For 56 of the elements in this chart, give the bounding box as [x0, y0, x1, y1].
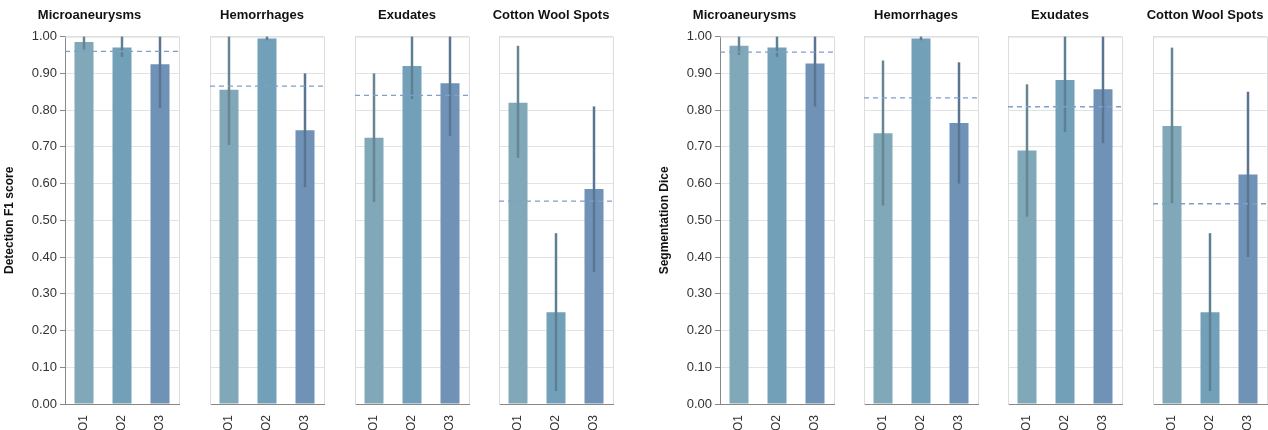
y-tick-label: 0.30: [31, 285, 57, 301]
chart-title: Hemorrhages: [874, 7, 958, 23]
x-tick-label: O3: [152, 414, 167, 430]
chart-title: Exudates: [1031, 7, 1089, 23]
y-tick-label: 0.60: [686, 175, 712, 191]
y-tick-label: 0.30: [686, 285, 712, 301]
x-tick-label: O3: [1095, 414, 1110, 430]
y-tick-label: 0.90: [686, 64, 712, 80]
y-tick-label: 0.40: [31, 248, 57, 264]
x-tick-label: O2: [114, 414, 129, 430]
chart-title: Microaneurysms: [692, 7, 797, 23]
x-tick-label: O2: [404, 414, 419, 430]
y-tick-label: 0.40: [686, 248, 712, 264]
y-tick-label: 0.90: [31, 64, 57, 80]
y-tick-label: 0.70: [31, 138, 57, 154]
y-tick-label: 0.80: [686, 101, 712, 117]
y-axis-title: Detection F1 score: [1, 166, 16, 274]
y-tick-label: 0.00: [31, 395, 57, 411]
y-tick-label: 0.50: [31, 211, 57, 227]
y-tick-label: 0.00: [686, 395, 712, 411]
chart-title: Cotton Wool Spots: [1146, 7, 1264, 23]
y-tick-label: 0.80: [31, 101, 57, 117]
x-tick-label: O3: [951, 414, 966, 430]
x-tick-label: O1: [510, 414, 525, 430]
y-tick-label: 0.50: [686, 211, 712, 227]
y-tick-label: 1.00: [686, 28, 712, 44]
chart-title: Microaneurysms: [37, 7, 142, 23]
chart-title: Cotton Wool Spots: [492, 7, 610, 23]
x-tick-label: O1: [1164, 414, 1179, 430]
y-tick-label: 0.70: [686, 138, 712, 154]
y-tick-label: 0.10: [31, 358, 57, 374]
x-tick-label: O2: [1202, 414, 1217, 430]
x-tick-label: O1: [1019, 414, 1034, 430]
x-tick-label: O1: [221, 414, 236, 430]
y-tick-label: 0.60: [31, 175, 57, 191]
x-tick-label: O1: [875, 414, 890, 430]
x-tick-label: O2: [1057, 414, 1072, 430]
x-tick-label: O2: [548, 414, 563, 430]
x-tick-label: O1: [366, 414, 381, 430]
x-tick-label: O3: [586, 414, 601, 430]
y-tick-label: 0.20: [31, 322, 57, 338]
x-tick-label: O2: [769, 414, 784, 430]
x-tick-label: O2: [913, 414, 928, 430]
chart-title: Hemorrhages: [220, 7, 304, 23]
x-tick-label: O1: [76, 414, 91, 430]
y-axis-title: Segmentation Dice: [656, 165, 671, 275]
y-tick-label: 1.00: [31, 28, 57, 44]
x-tick-label: O3: [297, 414, 312, 430]
y-tick-label: 0.20: [686, 322, 712, 338]
x-tick-label: O3: [1240, 414, 1255, 430]
x-tick-label: O1: [731, 414, 746, 430]
y-tick-label: 0.10: [686, 358, 712, 374]
x-tick-label: O3: [807, 414, 822, 430]
x-tick-label: O3: [442, 414, 457, 430]
x-tick-label: O2: [259, 414, 274, 430]
chart-title: Exudates: [378, 7, 436, 23]
